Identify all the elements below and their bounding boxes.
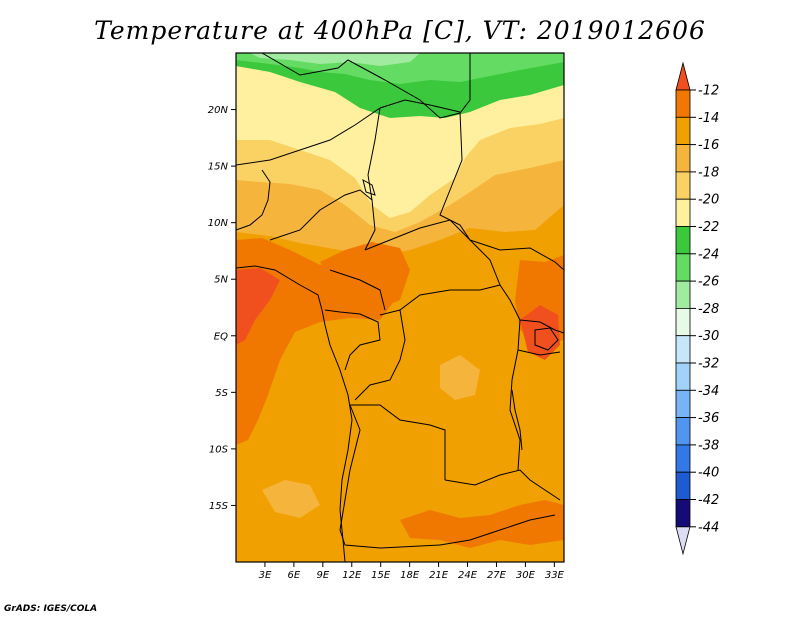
colorbar-label: -28 xyxy=(698,302,719,317)
coastline xyxy=(236,265,353,562)
colorbar-swatch xyxy=(675,389,691,418)
border-sahara-north xyxy=(261,53,471,119)
lon-tick-label: 9E xyxy=(316,570,329,581)
border-drc-east xyxy=(499,284,521,471)
colorbar-swatch xyxy=(675,226,691,255)
colorbar-swatch xyxy=(675,307,691,337)
lon-tick-label: 30E xyxy=(516,570,536,581)
colorbar-label: -34 xyxy=(698,384,719,399)
colorbar-top-triangle xyxy=(675,61,691,91)
border-angola-south xyxy=(339,404,441,549)
colorbar-swatch xyxy=(675,253,691,282)
lon-tick-label: 12E xyxy=(342,570,362,581)
map-frame xyxy=(235,52,565,563)
cool-patch-1 xyxy=(262,480,320,518)
cool-patch-2 xyxy=(440,355,480,400)
border-sudan-ss xyxy=(469,239,564,271)
colorbar-label: -30 xyxy=(698,329,719,344)
lon-tick-label: 21E xyxy=(429,570,449,581)
latitude-axis: 20N 15N 10N 5N EQ 5S 10S 15S xyxy=(208,105,236,512)
border-west-africa xyxy=(236,169,271,231)
border-nigeria-niger xyxy=(236,99,461,166)
colorbar-label: -18 xyxy=(698,165,719,180)
warm-south xyxy=(400,500,564,548)
lat-tick-label: 5S xyxy=(215,388,228,399)
warm-central-5n xyxy=(320,242,410,308)
colorbar-swatch xyxy=(675,116,691,146)
border-gabon xyxy=(324,309,381,371)
colorbar-label: -14 xyxy=(698,111,719,126)
colorbar-label: -26 xyxy=(698,275,719,290)
border-chad-east xyxy=(439,111,471,241)
lat-tick-label: 10N xyxy=(208,218,229,229)
colorbar-label: -20 xyxy=(698,193,719,208)
lon-tick-label: 24E xyxy=(458,570,478,581)
lat-tick-label: 10S xyxy=(209,444,229,455)
colorbar-swatch xyxy=(675,144,691,173)
lon-tick-label: 6E xyxy=(288,570,301,581)
lat-tick-label: EQ xyxy=(214,331,228,342)
lon-tick-label: 27E xyxy=(487,570,507,581)
lon-tick-label: 33E xyxy=(545,570,565,581)
colorbar-label: -44 xyxy=(698,520,719,535)
longitude-axis: 3E 6E 9E 12E 15E 18E 21E 24E 27E 30E 33E xyxy=(259,562,565,581)
colorbar: -12 -14 -16 -18 -20 -22 -24 -26 -28 -30 -32 -34 -36 -… xyxy=(675,61,719,556)
temperature-field xyxy=(236,53,564,562)
country-borders xyxy=(236,53,564,562)
colorbar-label: -32 xyxy=(698,357,719,372)
lat-tick-label: 20N xyxy=(208,105,229,116)
lake-tanganyika xyxy=(511,389,523,451)
colorbar-label: -16 xyxy=(698,138,719,153)
colorbar-swatch xyxy=(675,89,691,118)
colorbar-swatch xyxy=(675,335,691,364)
colorbar-swatch xyxy=(675,499,691,528)
colorbar-label: -36 xyxy=(698,411,719,426)
colorbar-label: -38 xyxy=(698,438,719,453)
colorbar-swatch xyxy=(675,471,691,500)
border-angola-north xyxy=(350,404,446,480)
lake-victoria xyxy=(534,327,559,351)
border-tanzania xyxy=(517,349,561,356)
border-chad-west xyxy=(364,107,381,251)
colorbar-swatch xyxy=(675,362,691,391)
lake-chad xyxy=(362,179,376,196)
lon-tick-label: 3E xyxy=(259,570,272,581)
colorbar-swatch xyxy=(675,198,691,227)
lon-tick-label: 15E xyxy=(371,570,391,581)
colorbar-label: -22 xyxy=(698,220,719,235)
border-uganda xyxy=(519,319,564,334)
border-car xyxy=(364,219,501,311)
colorbar-label: -40 xyxy=(698,466,719,481)
border-nigeria-cameroon xyxy=(269,189,373,241)
footer-credit: GrADS: IGES/COLA xyxy=(4,604,98,614)
border-congo-drc xyxy=(354,309,406,401)
colorbar-label: -42 xyxy=(698,493,719,508)
colorbar-swatch xyxy=(675,417,691,446)
lat-tick-label: 5N xyxy=(214,275,228,286)
lat-tick-label: 15S xyxy=(209,501,229,512)
colorbar-swatch xyxy=(675,444,691,473)
colorbar-swatch xyxy=(675,280,691,309)
lon-tick-label: 18E xyxy=(400,570,420,581)
colorbar-label: -12 xyxy=(698,84,719,99)
border-cameroon-south xyxy=(329,269,386,311)
lat-tick-label: 15N xyxy=(208,162,229,173)
warm-lakes xyxy=(520,305,560,360)
warm-coast-strip xyxy=(236,268,280,345)
border-zambia xyxy=(444,469,561,501)
map-title: Temperature at 400hPa [C], VT: 201901260… xyxy=(94,16,706,45)
band-26-28 xyxy=(250,53,420,66)
colorbar-bottom-triangle xyxy=(675,526,691,556)
border-zambia-south xyxy=(439,514,556,546)
colorbar-label: -24 xyxy=(698,247,719,262)
colorbar-swatch xyxy=(675,171,691,200)
